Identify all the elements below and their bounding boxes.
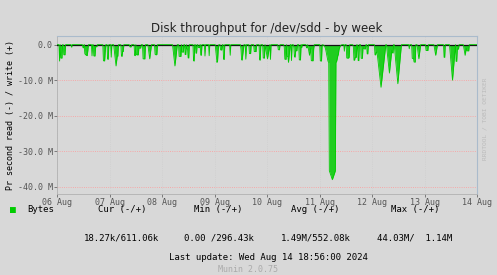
Text: Bytes: Bytes: [27, 205, 54, 214]
Y-axis label: Pr second read (-) / write (+): Pr second read (-) / write (+): [6, 40, 15, 190]
Text: Max (-/+): Max (-/+): [391, 205, 439, 214]
Text: Munin 2.0.75: Munin 2.0.75: [219, 265, 278, 274]
Text: 0.00 /296.43k: 0.00 /296.43k: [184, 234, 253, 243]
Text: RRDTOOL / TOBI OETIKER: RRDTOOL / TOBI OETIKER: [482, 77, 487, 160]
Text: 1.49M/552.08k: 1.49M/552.08k: [281, 234, 350, 243]
Text: 18.27k/611.06k: 18.27k/611.06k: [84, 234, 160, 243]
Text: 44.03M/  1.14M: 44.03M/ 1.14M: [377, 234, 453, 243]
Text: Avg (-/+): Avg (-/+): [291, 205, 340, 214]
Text: Cur (-/+): Cur (-/+): [97, 205, 146, 214]
Text: Last update: Wed Aug 14 18:56:00 2024: Last update: Wed Aug 14 18:56:00 2024: [169, 253, 368, 262]
Title: Disk throughput for /dev/sdd - by week: Disk throughput for /dev/sdd - by week: [152, 21, 383, 35]
Text: ■: ■: [10, 205, 16, 215]
Text: Min (-/+): Min (-/+): [194, 205, 243, 214]
